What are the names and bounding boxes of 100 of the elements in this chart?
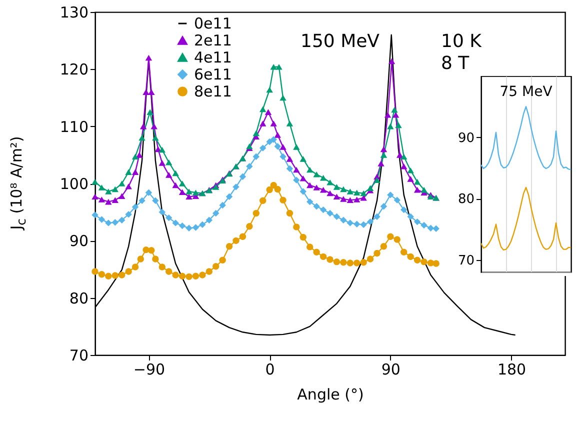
point — [270, 182, 277, 189]
point — [178, 189, 186, 195]
y-tick-label: 90 — [458, 130, 474, 146]
point — [300, 234, 306, 241]
legend-label: 2e11 — [194, 32, 232, 50]
point — [407, 213, 414, 220]
point — [366, 185, 374, 191]
point — [340, 186, 347, 192]
point — [158, 160, 166, 166]
point — [340, 196, 347, 202]
point — [145, 54, 152, 61]
point — [320, 186, 327, 193]
point — [112, 219, 118, 226]
point — [313, 171, 320, 178]
point — [266, 138, 273, 146]
point — [400, 163, 408, 170]
point — [320, 206, 327, 214]
point — [432, 260, 440, 267]
point — [226, 243, 233, 250]
point — [118, 180, 126, 186]
point — [92, 212, 98, 218]
point — [407, 176, 414, 182]
point — [306, 244, 314, 250]
point — [306, 198, 314, 206]
point — [286, 156, 294, 162]
point — [326, 256, 334, 263]
point — [132, 154, 139, 160]
point — [276, 64, 282, 70]
point — [333, 194, 340, 200]
point — [380, 152, 388, 158]
point — [340, 259, 347, 266]
point — [166, 268, 172, 275]
point — [132, 264, 139, 270]
point — [313, 203, 320, 210]
point — [137, 256, 144, 262]
point — [192, 272, 200, 280]
point — [118, 272, 126, 278]
point — [391, 106, 398, 113]
point — [112, 272, 118, 279]
point — [346, 197, 354, 203]
point — [354, 190, 360, 196]
point — [388, 58, 396, 64]
point — [112, 197, 118, 203]
point — [252, 210, 260, 217]
point — [186, 224, 192, 232]
point — [400, 206, 408, 214]
x-tick-label: 90 — [381, 360, 400, 378]
point — [138, 197, 146, 204]
point — [380, 203, 388, 210]
point — [142, 89, 150, 95]
point — [98, 271, 106, 278]
point — [186, 188, 192, 194]
annotation: 10 K — [441, 31, 483, 52]
point — [360, 221, 367, 228]
point — [132, 169, 139, 175]
line-series — [481, 186, 571, 251]
point — [252, 153, 260, 160]
annotation: 75 MeV — [500, 84, 553, 100]
point — [394, 236, 400, 243]
point — [360, 190, 367, 196]
point — [152, 134, 159, 141]
point — [306, 166, 314, 173]
point — [270, 136, 277, 143]
point — [326, 190, 334, 196]
point — [199, 221, 206, 228]
point — [150, 123, 158, 130]
x-tick-label: −90 — [133, 360, 166, 378]
point — [172, 182, 179, 188]
point — [178, 222, 186, 230]
annotation: 8 T — [441, 53, 470, 74]
point — [414, 186, 421, 193]
point — [172, 220, 179, 226]
point — [246, 162, 253, 170]
point — [313, 248, 320, 256]
point — [286, 120, 294, 126]
point — [333, 184, 340, 190]
point — [414, 178, 421, 185]
point — [105, 220, 112, 226]
point — [158, 264, 166, 270]
point — [105, 198, 112, 205]
point — [219, 202, 226, 209]
point — [145, 189, 152, 196]
point — [98, 196, 106, 202]
point — [138, 134, 146, 141]
point — [239, 173, 246, 180]
point — [280, 94, 286, 101]
point — [172, 170, 179, 176]
y-tick-label: 70 — [458, 253, 474, 268]
point — [266, 86, 273, 93]
point — [148, 247, 155, 254]
point — [280, 196, 286, 204]
y-tick-label: 80 — [69, 289, 88, 308]
point — [105, 272, 112, 280]
y-tick-label: 90 — [69, 232, 88, 250]
point — [118, 193, 126, 199]
point — [260, 120, 266, 126]
point — [387, 233, 394, 240]
point — [232, 184, 240, 190]
point — [270, 120, 277, 126]
point — [384, 112, 392, 118]
